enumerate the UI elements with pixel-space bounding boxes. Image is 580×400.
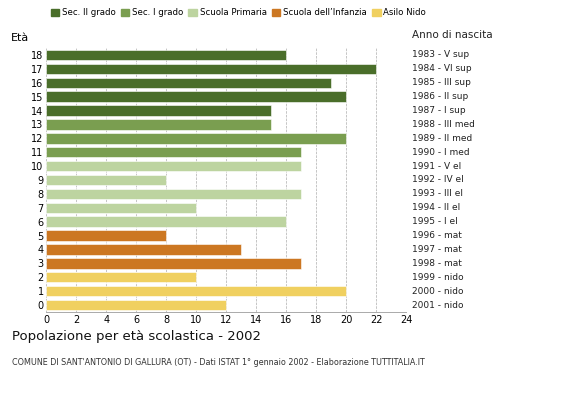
Bar	[46, 272, 196, 282]
Text: Anno di nascita: Anno di nascita	[412, 30, 493, 40]
Bar	[46, 50, 286, 60]
Bar	[46, 258, 301, 268]
Bar	[46, 78, 331, 88]
Bar	[46, 175, 166, 185]
Text: Età: Età	[10, 33, 28, 43]
Bar	[46, 300, 226, 310]
Text: 1996 - mat: 1996 - mat	[412, 231, 462, 240]
Bar	[46, 202, 196, 213]
Bar	[46, 189, 301, 199]
Text: 1989 - II med: 1989 - II med	[412, 134, 472, 143]
Text: 1998 - mat: 1998 - mat	[412, 259, 462, 268]
Text: 1993 - III el: 1993 - III el	[412, 189, 463, 198]
Text: 1983 - V sup: 1983 - V sup	[412, 50, 469, 60]
Text: 1992 - IV el: 1992 - IV el	[412, 176, 464, 184]
Bar	[46, 244, 241, 255]
Text: Popolazione per età scolastica - 2002: Popolazione per età scolastica - 2002	[12, 330, 260, 343]
Text: 1984 - VI sup: 1984 - VI sup	[412, 64, 472, 73]
Text: COMUNE DI SANT'ANTONIO DI GALLURA (OT) - Dati ISTAT 1° gennaio 2002 - Elaborazio: COMUNE DI SANT'ANTONIO DI GALLURA (OT) -…	[12, 358, 425, 367]
Text: 1991 - V el: 1991 - V el	[412, 162, 462, 171]
Text: 1986 - II sup: 1986 - II sup	[412, 92, 469, 101]
Bar	[46, 161, 301, 171]
Text: 1987 - I sup: 1987 - I sup	[412, 106, 466, 115]
Legend: Sec. II grado, Sec. I grado, Scuola Primaria, Scuola dell’Infanzia, Asilo Nido: Sec. II grado, Sec. I grado, Scuola Prim…	[50, 8, 426, 17]
Text: 1999 - nido: 1999 - nido	[412, 273, 464, 282]
Text: 1988 - III med: 1988 - III med	[412, 120, 475, 129]
Bar	[46, 147, 301, 158]
Bar	[46, 230, 166, 241]
Text: 1994 - II el: 1994 - II el	[412, 203, 461, 212]
Text: 2001 - nido: 2001 - nido	[412, 300, 463, 310]
Bar	[46, 216, 286, 227]
Bar	[46, 92, 346, 102]
Text: 2000 - nido: 2000 - nido	[412, 287, 463, 296]
Bar	[46, 286, 346, 296]
Text: 1990 - I med: 1990 - I med	[412, 148, 470, 157]
Bar	[46, 105, 271, 116]
Text: 1997 - mat: 1997 - mat	[412, 245, 462, 254]
Text: 1995 - I el: 1995 - I el	[412, 217, 458, 226]
Bar	[46, 119, 271, 130]
Text: 1985 - III sup: 1985 - III sup	[412, 78, 471, 87]
Bar	[46, 64, 376, 74]
Bar	[46, 133, 346, 144]
